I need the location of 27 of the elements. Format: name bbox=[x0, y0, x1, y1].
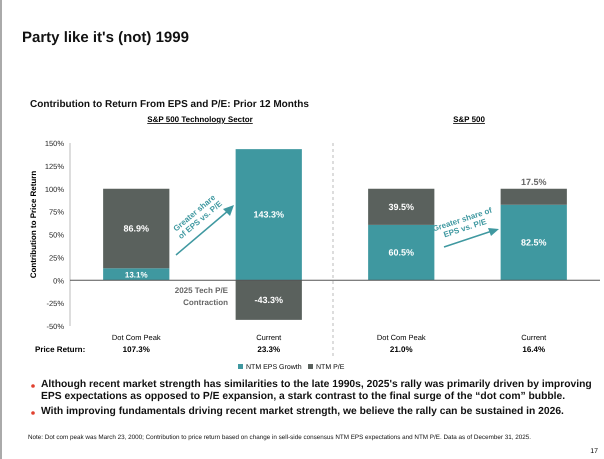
data-label: 39.5% bbox=[388, 202, 414, 212]
text: Price Return: bbox=[35, 345, 86, 354]
annotation: 2025 Tech P/E Contraction bbox=[174, 286, 229, 307]
chart-title: Party like it's (not) 1999 bbox=[22, 29, 189, 46]
text: Although recent market strength has similarities to the late 1990s, 2025's rally was primarily driven by improving EPS expectations as opposed to P/E expansion, a stark contrast to the final surge of the “dot com” bubble. bbox=[41, 379, 593, 403]
bar bbox=[368, 188, 434, 225]
data-label: -43.3% bbox=[254, 295, 284, 306]
text: 107.3% bbox=[122, 345, 150, 354]
data-label: 17.5% bbox=[520, 176, 547, 187]
text: 23.3% bbox=[257, 345, 280, 354]
text: With improving fundamentals driving recent market strength, we believe the rally can be sustained in 2026. bbox=[41, 406, 565, 418]
text: S&P 500 Technology Sector bbox=[147, 115, 253, 124]
chart-subtitle: Contribution to Return From EPS and P/E: Prior 12 Months bbox=[30, 99, 310, 110]
data-label: 13.1% bbox=[124, 270, 148, 280]
data-label: 86.9% bbox=[123, 224, 150, 234]
y-axis-title: Contribution to Price Return bbox=[29, 170, 38, 278]
data-label: 143.3% bbox=[253, 210, 284, 220]
bar bbox=[500, 188, 567, 205]
bar bbox=[368, 224, 434, 280]
text: S&P 500 bbox=[453, 115, 486, 124]
text: 16.4% bbox=[522, 345, 546, 354]
data-label: 82.5% bbox=[520, 238, 547, 248]
bar bbox=[103, 188, 170, 268]
data-label: 60.5% bbox=[388, 248, 414, 258]
bar bbox=[236, 149, 302, 280]
text: 21.0% bbox=[390, 345, 413, 354]
bar bbox=[500, 204, 567, 280]
